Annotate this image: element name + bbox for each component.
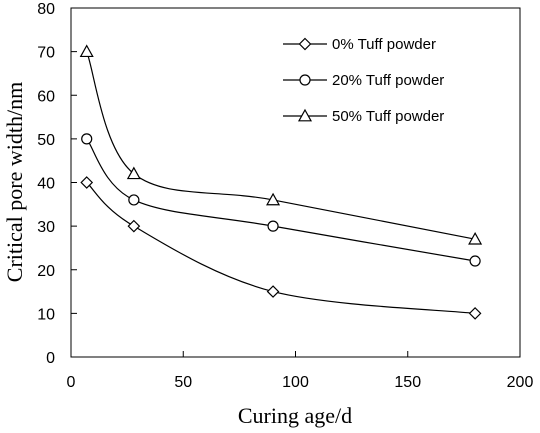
data-point	[79, 44, 94, 58]
data-point	[468, 231, 483, 245]
y-tick-label: 10	[37, 306, 55, 323]
data-point	[81, 133, 93, 145]
x-tick-label: 0	[67, 374, 76, 391]
y-axis-ticks: 0 10 20 30 40 50 60 70 80	[37, 1, 77, 367]
y-axis-title: Critical pore width/nm	[2, 82, 27, 282]
y-tick-label: 60	[37, 88, 55, 105]
x-tick-label: 100	[282, 374, 309, 391]
series-layer	[79, 44, 483, 320]
data-point	[80, 176, 94, 189]
series-0	[80, 176, 482, 320]
y-tick-label: 70	[37, 45, 55, 62]
series-1	[81, 133, 481, 267]
series-line	[86, 182, 476, 314]
legend-label: 50% Tuff powder	[332, 108, 444, 125]
data-point	[267, 220, 279, 232]
y-tick-label: 80	[37, 1, 55, 18]
y-tick-label: 20	[37, 263, 55, 280]
data-point	[127, 219, 141, 233]
plot-area-frame	[70, 7, 521, 358]
series-line	[86, 51, 476, 240]
legend-marker	[299, 74, 311, 86]
x-tick-label: 200	[507, 374, 534, 391]
data-point	[128, 194, 140, 206]
data-point	[126, 166, 141, 180]
y-tick-label: 50	[37, 132, 55, 149]
x-tick-label: 50	[174, 374, 192, 391]
legend-label: 20% Tuff powder	[332, 72, 444, 89]
series-line	[86, 138, 476, 262]
x-tick-label: 150	[394, 374, 421, 391]
legend: 0% Tuff powder 20% Tuff powder 50% Tuff po…	[283, 36, 444, 125]
x-axis-title: Curing age/d	[238, 403, 352, 428]
legend-marker	[298, 37, 312, 51]
y-tick-label: 30	[37, 219, 55, 236]
x-axis-ticks: 0 50 100 150 200	[67, 351, 534, 391]
legend-marker	[297, 108, 313, 122]
data-point	[266, 285, 280, 298]
data-point	[266, 192, 281, 206]
data-point	[468, 307, 482, 320]
data-point	[469, 255, 481, 267]
series-2	[79, 44, 483, 245]
y-tick-label: 40	[37, 176, 55, 193]
y-tick-label: 0	[46, 350, 55, 367]
legend-label: 0% Tuff powder	[332, 36, 436, 53]
